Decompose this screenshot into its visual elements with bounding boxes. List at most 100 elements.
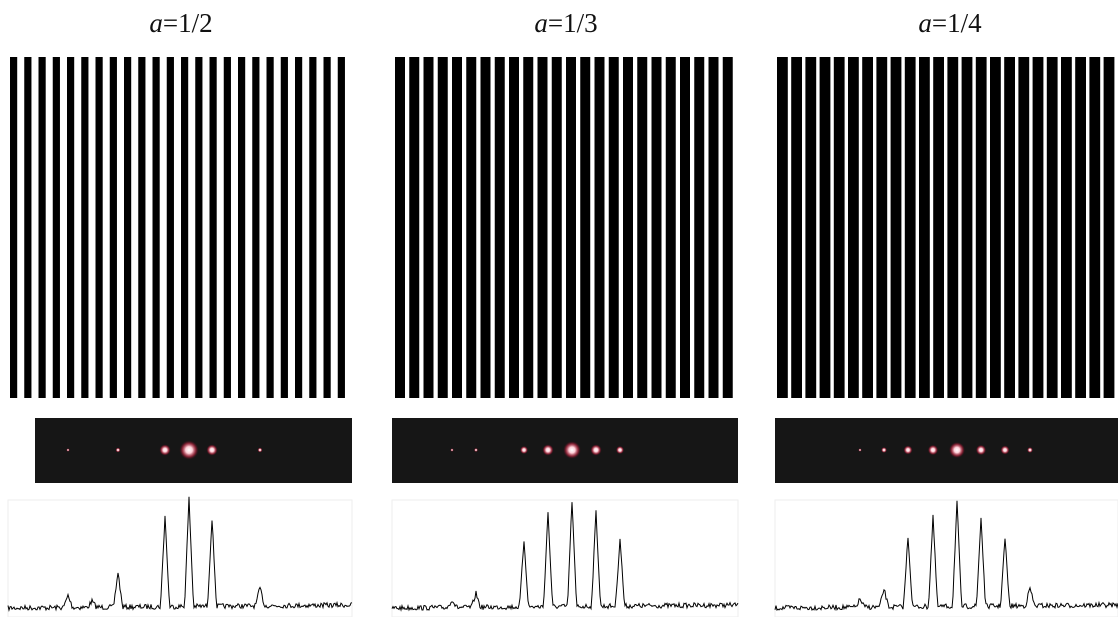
grating-stripe [848,57,859,398]
diffraction-spot [616,446,624,454]
diffraction-spot [975,444,987,456]
diffraction-spot [542,444,554,456]
panel-title: a=1/3 [534,8,597,38]
title-symbol: a [918,8,932,38]
diffraction-spot [927,444,939,456]
panel-title: a=1/4 [918,8,982,38]
title-rest: =1/3 [548,8,598,38]
grating-stripe [594,57,605,398]
diffraction-spot [563,441,581,459]
grating-stripe [947,57,959,398]
diffraction-spot [450,448,454,452]
diffraction-spot [590,444,602,456]
grating-stripe [805,57,817,398]
grating-stripe [452,57,462,398]
diffraction-spot [257,447,263,453]
intensity-profile [774,500,1118,612]
grating-stripe [1103,57,1115,398]
grating-stripe [862,57,873,398]
grating-stripe [637,57,648,398]
grating-stripe [67,57,75,398]
grating-stripe [337,57,345,398]
profile-frame [7,499,353,617]
panel-title: a=1/2 [149,8,212,38]
title-rest: =1/4 [932,8,982,38]
grating-stripe [81,57,89,398]
grating-stripe [309,57,317,398]
grating-stripe [833,57,845,398]
grating-stripe [138,57,146,398]
diffraction-spot [179,440,199,460]
title-symbol: a [534,8,548,38]
grating-stripe [537,57,548,398]
grating-stripe [52,57,60,398]
diffraction-image [775,418,1118,483]
grating-stripe [1061,57,1072,398]
grating-stripe [95,57,103,398]
diffraction-spot [949,442,965,458]
diffraction-spot [903,445,913,455]
grating-stripe [252,57,260,398]
profile-frame [391,499,739,617]
grating-stripe [722,57,733,398]
diffraction-spot [881,447,887,453]
grating-stripe [109,57,117,398]
grating-stripe [961,57,973,398]
grating-stripe [494,57,505,398]
grating-stripe [166,57,174,398]
grating-stripe [38,57,46,398]
grating-stripe [266,57,274,398]
grating-stripe [24,57,32,398]
grating-stripe [904,57,916,398]
grating-stripe [975,57,987,398]
grating-stripe [551,57,562,398]
grating-stripe [437,57,448,398]
grating-stripe [238,57,246,398]
grating-stripe [509,57,519,398]
diffraction-spot [1027,447,1033,453]
intensity-profile [7,496,353,613]
grating-stripe [1018,57,1030,398]
grating-stripe [933,57,944,398]
grating-stripe [280,57,288,398]
grating-stripe [919,57,930,398]
diffraction-spot [115,447,121,453]
grating-stripe [990,57,1001,398]
grating-stripe [523,57,534,398]
grating-stripe [124,57,132,398]
grating-stripe [195,57,203,398]
grating-stripe [708,57,719,398]
grating-stripe [409,57,420,398]
grating-stripe [623,57,633,398]
diffraction-spot [66,448,70,452]
intensity-profile [391,502,739,612]
grating-stripe [395,57,405,398]
grating-stripe [890,57,902,398]
grating-stripe [566,57,576,398]
grating-stripe [791,57,802,398]
grating-stripe [680,57,690,398]
grating-stripe [694,57,705,398]
grating-stripe [223,57,231,398]
grating-stripe [1032,57,1044,398]
grating-stripe [181,57,189,398]
diffraction-spot [858,448,862,452]
title-symbol: a [149,8,163,38]
diffraction-spot [206,444,218,456]
diffraction-spot [1000,445,1010,455]
grating-stripe [651,57,662,398]
grating-stripe [10,57,18,398]
grating-stripe [295,57,303,398]
grating-stripe [466,57,477,398]
grating-stripe [1089,57,1101,398]
grating-stripe [876,57,888,398]
grating-stripe [1046,57,1058,398]
diffraction-spot [159,444,171,456]
title-rest: =1/2 [163,8,213,38]
grating-stripe [1004,57,1015,398]
profile-frame [774,499,1118,617]
diffraction-spot [474,448,478,452]
grating-stripe [608,57,619,398]
grating-stripe [777,57,788,398]
